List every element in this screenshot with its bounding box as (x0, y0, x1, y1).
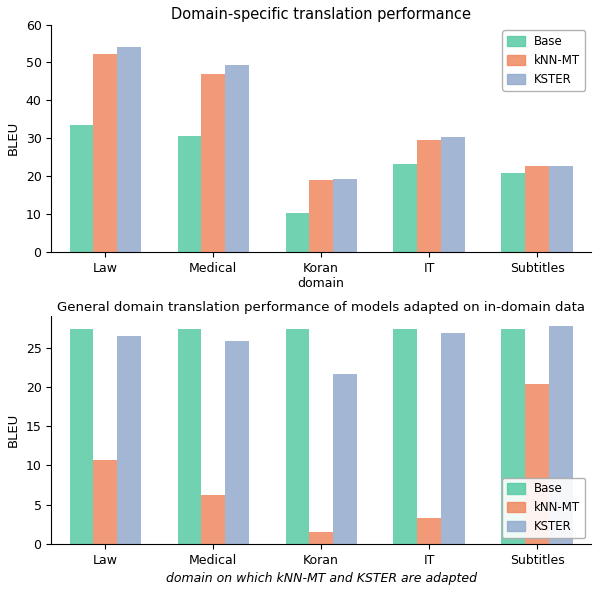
Bar (202, 74, 225, 252)
Bar (225, 340, 249, 544)
Bar (285, 213, 309, 252)
Title: General domain translation performance of models adapted on in-domain data: General domain translation performance o… (57, 301, 585, 314)
Bar (225, 65, 249, 252)
Bar (441, 333, 465, 544)
Bar (549, 166, 573, 252)
Bar (333, 179, 357, 252)
Bar (417, 140, 441, 252)
Bar (117, 336, 141, 544)
Bar (202, 495, 225, 544)
Y-axis label: BLEU: BLEU (7, 413, 20, 447)
Bar (393, 165, 417, 252)
Bar (117, 47, 141, 252)
Bar (285, 329, 309, 544)
Bar (525, 166, 549, 252)
Y-axis label: BLEU: BLEU (7, 121, 20, 155)
Bar (93, 54, 117, 252)
Title: Domain-specific translation performance: Domain-specific translation performance (171, 7, 471, 22)
Bar (69, 125, 93, 252)
Legend: Base, kNN-MT, KSTER: Base, kNN-MT, KSTER (502, 30, 585, 91)
X-axis label: domain on which kNN-MT and KSTER are adapted: domain on which kNN-MT and KSTER are ada… (166, 572, 477, 585)
Bar (309, 181, 333, 252)
Bar (333, 374, 357, 544)
Bar (502, 329, 525, 544)
Bar (93, 460, 117, 544)
Bar (69, 329, 93, 544)
Bar (502, 173, 525, 252)
Bar (309, 532, 333, 544)
Bar (417, 518, 441, 544)
Legend: Base, kNN-MT, KSTER: Base, kNN-MT, KSTER (502, 478, 585, 538)
Bar (525, 384, 549, 544)
Bar (549, 326, 573, 544)
Bar (441, 137, 465, 252)
Bar (178, 329, 202, 544)
Bar (393, 329, 417, 544)
Bar (178, 136, 202, 252)
